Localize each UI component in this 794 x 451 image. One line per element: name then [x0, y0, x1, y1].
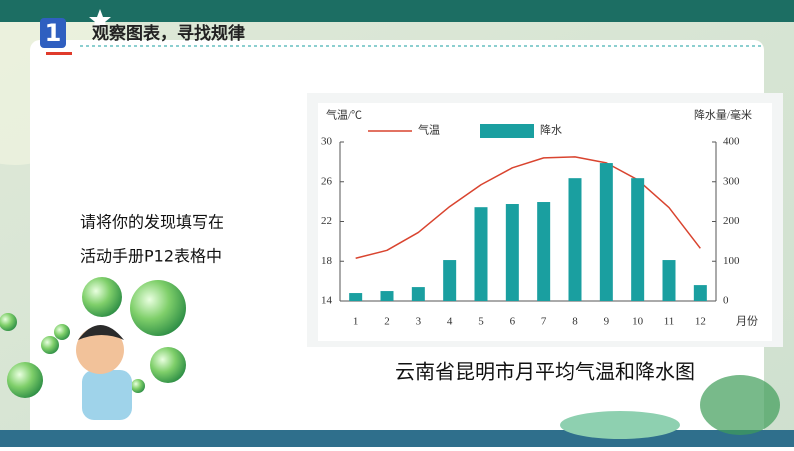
bar [537, 202, 551, 301]
x-axis-title: 月份 [736, 315, 758, 328]
y-tick-label: 26 [321, 175, 333, 187]
x-tick-label: 6 [510, 316, 516, 328]
legend-label: 气温 [418, 123, 440, 137]
x-tick-label: 7 [541, 316, 547, 328]
bar [411, 287, 425, 301]
y2-tick-label: 300 [723, 175, 740, 187]
x-tick-label: 4 [447, 316, 453, 328]
star [89, 9, 111, 30]
top-bar [0, 0, 794, 22]
bar [349, 293, 363, 301]
prompt-line: 活动手册P12表格中 [80, 247, 222, 266]
bar [662, 260, 676, 301]
x-tick-label: 8 [572, 316, 578, 328]
y-tick-label: 22 [321, 215, 332, 227]
bar [693, 285, 707, 301]
y-tick-label: 14 [321, 295, 333, 307]
y-tick-label: 30 [321, 136, 333, 148]
bar [505, 204, 519, 301]
y2-tick-label: 200 [723, 215, 740, 227]
x-tick-label: 3 [416, 316, 422, 328]
icon-underline [46, 52, 72, 55]
x-tick-label: 5 [478, 316, 484, 328]
x-tick-label: 12 [695, 316, 706, 328]
x-tick-label: 10 [632, 316, 644, 328]
chart-caption: 云南省昆明市月平均气温和降水图 [395, 361, 695, 384]
x-tick-label: 11 [664, 316, 675, 328]
decoration [0, 277, 794, 447]
x-tick-label: 2 [384, 316, 390, 328]
x-tick-label: 9 [604, 316, 610, 328]
icon [40, 18, 66, 48]
y2-tick-label: 400 [723, 136, 740, 148]
bar [631, 178, 645, 301]
prompt-line: 请将你的发现填写在 [80, 213, 224, 232]
bar [474, 207, 488, 301]
y-tick-label: 18 [321, 255, 333, 267]
y2-axis-title: 降水量/毫米 [694, 108, 752, 122]
bar [380, 291, 394, 301]
y2-tick-label: 100 [723, 255, 740, 267]
x-tick-label: 1 [353, 316, 359, 328]
icon-number: 1 [45, 19, 62, 47]
bar [568, 178, 582, 301]
header-title: 观察图表，寻找规律 [91, 23, 245, 44]
y-axis-title: 气温/℃ [326, 108, 362, 122]
legend-swatch [480, 124, 534, 138]
legend-label: 降水 [540, 123, 562, 137]
bar [443, 260, 457, 301]
y2-tick-label: 0 [723, 295, 729, 307]
bar [599, 163, 613, 301]
